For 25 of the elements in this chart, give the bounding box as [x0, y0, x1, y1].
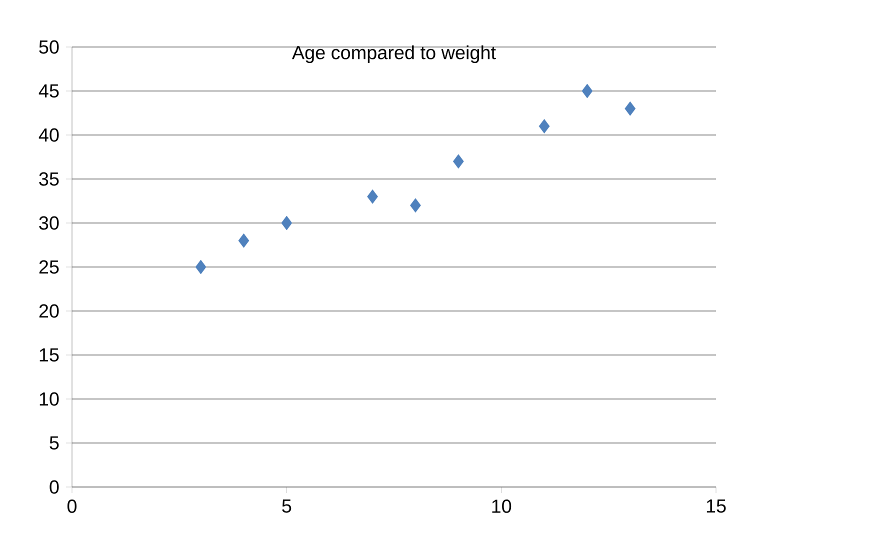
y-tick-label: 25 [39, 260, 59, 274]
point [624, 101, 636, 116]
point [195, 260, 206, 274]
point [538, 119, 550, 134]
point [410, 198, 421, 213]
y-tick-label: 20 [39, 304, 59, 318]
y-tick-label: 10 [40, 392, 59, 406]
point [281, 216, 292, 230]
point [452, 154, 464, 169]
x-tick-label: 5 [282, 500, 292, 513]
y-tick-label: 5 [50, 436, 59, 450]
point [582, 84, 593, 98]
y-tick-label: 45 [38, 84, 59, 98]
y-tick-label: 30 [39, 216, 59, 230]
y-tick-label: 40 [38, 128, 59, 142]
x-tick-label: 10 [492, 500, 512, 513]
chart-title: Age compared to weight [292, 45, 496, 64]
point [238, 233, 250, 248]
x-tick-label: 0 [67, 500, 77, 513]
y-tick-label: 0 [50, 480, 59, 494]
y-tick-label: 50 [39, 40, 59, 54]
point [367, 189, 378, 204]
y-tick-label: 15 [40, 348, 59, 362]
x-tick-label: 15 [706, 500, 726, 513]
y-tick-label: 35 [39, 172, 59, 186]
